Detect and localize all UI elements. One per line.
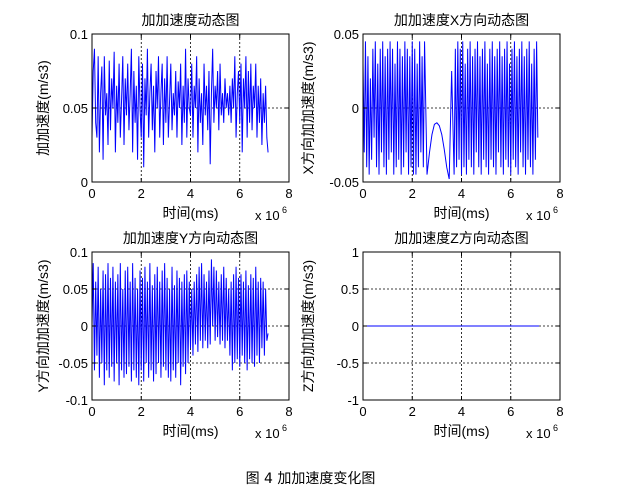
y-tick-label: -0.1 [66, 393, 88, 408]
x-tick-label: 0 [359, 404, 366, 419]
x-tick-label: 6 [236, 186, 243, 201]
y-axis-label: Z方向加加速度(m/s3) [300, 260, 316, 392]
x-axis-label: 时间(ms) [434, 423, 490, 439]
x-exponent-label: x 10 [526, 426, 551, 441]
y-tick-label: 0.05 [63, 101, 88, 116]
data-series-line [362, 41, 539, 180]
x-tick-label: 0 [359, 186, 366, 201]
x-tick-label: 6 [507, 404, 514, 419]
chart-title: 加加速度Y方向动态图 [123, 230, 258, 246]
x-axis-label: 时间(ms) [163, 423, 219, 439]
y-tick-label: -0.5 [337, 356, 359, 371]
x-tick-label: 6 [236, 404, 243, 419]
y-tick-label: -1 [347, 393, 359, 408]
chart-title: 加加速度Z方向动态图 [394, 230, 529, 246]
y-tick-label: 1 [352, 245, 359, 260]
x-tick-label: 0 [88, 186, 95, 201]
y-tick-label: 0.5 [341, 282, 359, 297]
x-exponent-power: 6 [282, 205, 287, 215]
figure-caption: 图 4 加加速度变化图 [245, 471, 376, 487]
chart-title: 加加速度X方向动态图 [394, 12, 529, 28]
x-tick-label: 2 [409, 186, 416, 201]
x-tick-label: 2 [409, 404, 416, 419]
y-axis-label: Y方向加加速度(m/s3) [35, 260, 51, 393]
x-exponent-label: x 10 [526, 208, 551, 223]
x-tick-label: 4 [458, 186, 465, 201]
y-tick-label: 0.05 [63, 282, 88, 297]
y-axis-label: 加加速度(m/s3) [35, 60, 51, 156]
x-tick-label: 8 [285, 404, 292, 419]
y-tick-label: 0.1 [70, 245, 88, 260]
x-tick-label: 4 [187, 404, 194, 419]
y-tick-label: 0 [352, 101, 359, 116]
y-axis-label: X方向加加速度(m/s3) [300, 42, 316, 175]
chart-title: 加加速度动态图 [142, 12, 240, 28]
x-exponent-power: 6 [282, 423, 287, 433]
y-tick-label: 0 [81, 175, 88, 190]
x-axis-label: 时间(ms) [163, 205, 219, 221]
data-series-line [91, 259, 269, 386]
data-series-line [91, 48, 269, 168]
y-tick-label: -0.05 [58, 356, 88, 371]
y-tick-label: -0.05 [329, 175, 359, 190]
x-exponent-label: x 10 [255, 426, 280, 441]
x-tick-label: 4 [458, 404, 465, 419]
x-tick-label: 8 [556, 404, 563, 419]
x-tick-label: 4 [187, 186, 194, 201]
x-exponent-power: 6 [553, 423, 558, 433]
y-tick-label: 0.05 [334, 27, 359, 42]
x-axis-label: 时间(ms) [434, 205, 490, 221]
x-tick-label: 6 [507, 186, 514, 201]
x-tick-label: 2 [138, 404, 145, 419]
x-exponent-power: 6 [553, 205, 558, 215]
y-tick-label: 0.1 [70, 27, 88, 42]
x-tick-label: 2 [138, 186, 145, 201]
y-tick-label: 0 [81, 319, 88, 334]
x-exponent-label: x 10 [255, 208, 280, 223]
x-tick-label: 8 [556, 186, 563, 201]
x-tick-label: 0 [88, 404, 95, 419]
x-tick-label: 8 [285, 186, 292, 201]
y-tick-label: 0 [352, 319, 359, 334]
